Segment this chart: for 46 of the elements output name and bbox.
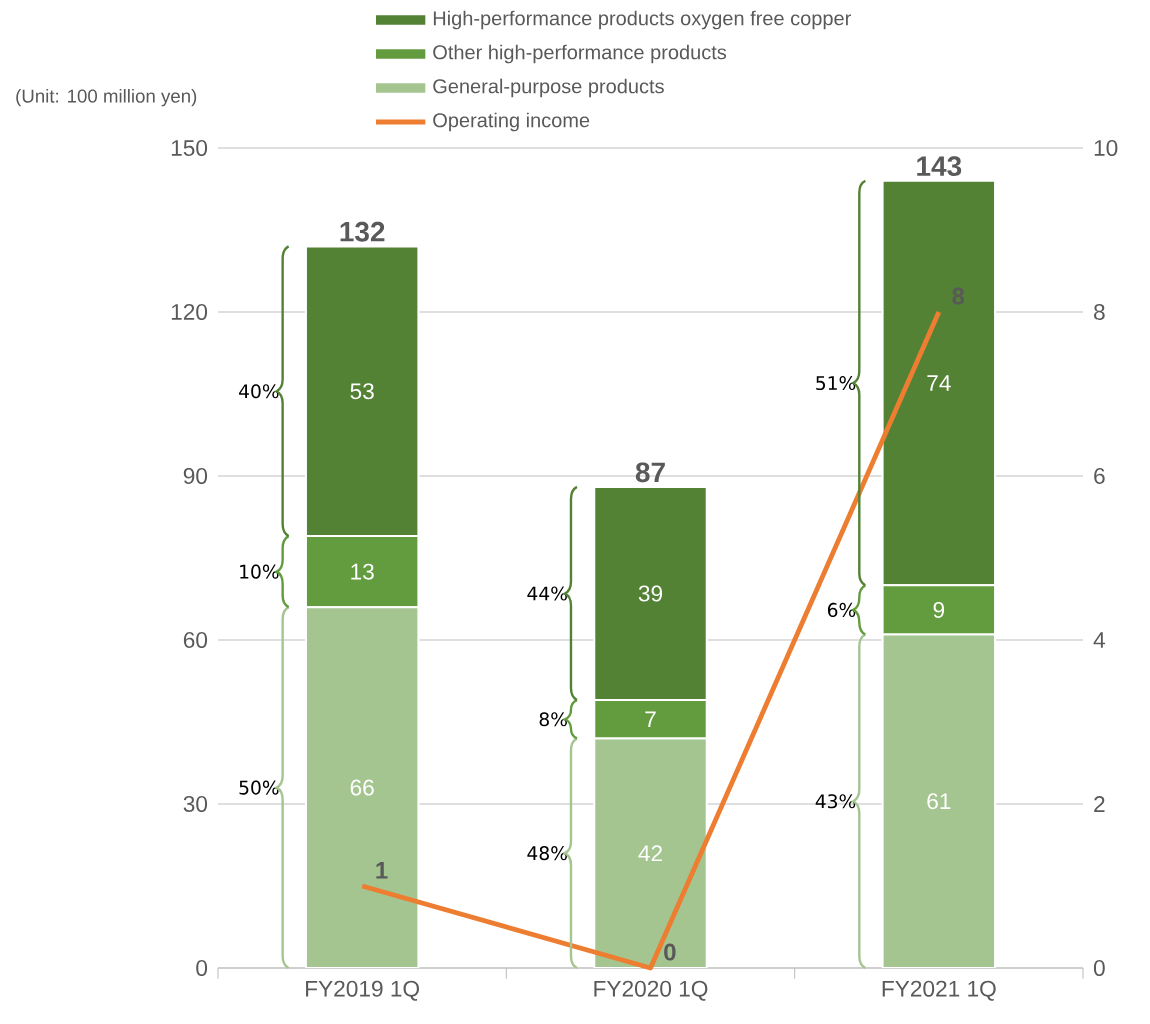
y2-tick-label: 2 bbox=[1094, 796, 1105, 812]
legend-label: Other high-performance products bbox=[433, 44, 727, 64]
y2-tick-label: 8 bbox=[1094, 303, 1105, 321]
y2-tick-label: 4 bbox=[1093, 632, 1105, 648]
x-tick-label: FY2019 1Q bbox=[306, 980, 420, 1001]
annotation: 43% bbox=[815, 794, 856, 809]
data-label: 66 bbox=[350, 779, 374, 796]
y-tick-label: 150 bbox=[171, 139, 208, 157]
y-tick-label: 90 bbox=[183, 467, 208, 485]
y-tick-label: 0 bbox=[196, 959, 208, 977]
total-label: 143 bbox=[917, 156, 962, 177]
annotation: 51% bbox=[816, 375, 856, 391]
y-tick-label: 60 bbox=[183, 631, 208, 649]
annotation: 8% bbox=[539, 712, 567, 727]
legend-label: Operating income bbox=[433, 112, 590, 132]
data-label: 9 bbox=[933, 601, 945, 618]
data-label: 74 bbox=[927, 375, 951, 391]
y-tick-label: 120 bbox=[171, 303, 208, 321]
data-label: 53 bbox=[350, 383, 374, 400]
y-axis-title: (Unit: 100 million yen) bbox=[16, 88, 197, 107]
y-tick-label: 30 bbox=[183, 795, 208, 813]
legend-label: General-purpose products bbox=[433, 78, 664, 98]
bar bbox=[881, 633, 997, 968]
data-label: 0 bbox=[664, 943, 676, 961]
y2-tick-label: 0 bbox=[1093, 959, 1105, 977]
data-label: 1 bbox=[376, 862, 388, 879]
x-tick-label: FY2021 1Q bbox=[882, 980, 996, 1001]
total-label: 87 bbox=[635, 462, 665, 483]
y2-tick-label: 6 bbox=[1094, 467, 1105, 485]
annotation: 6% bbox=[827, 602, 856, 617]
y2-tick-label: 10 bbox=[1094, 139, 1118, 157]
bar bbox=[304, 606, 420, 968]
data-label: 39 bbox=[638, 585, 663, 602]
annotation: 10% bbox=[240, 564, 279, 579]
annotation: 50% bbox=[239, 780, 279, 795]
data-label: 7 bbox=[645, 711, 656, 728]
data-label: 61 bbox=[927, 793, 951, 810]
annotation: 48% bbox=[527, 846, 567, 861]
legend-label: High-performance products oxygen free copper bbox=[433, 10, 851, 30]
x-tick-label: FY2020 1Q bbox=[594, 980, 708, 1001]
total-label: 132 bbox=[340, 221, 385, 242]
data-label: 13 bbox=[351, 563, 374, 580]
annotation: 40% bbox=[239, 384, 279, 399]
annotation: 44% bbox=[527, 586, 567, 601]
data-label: 42 bbox=[638, 845, 662, 862]
bar bbox=[593, 737, 708, 968]
